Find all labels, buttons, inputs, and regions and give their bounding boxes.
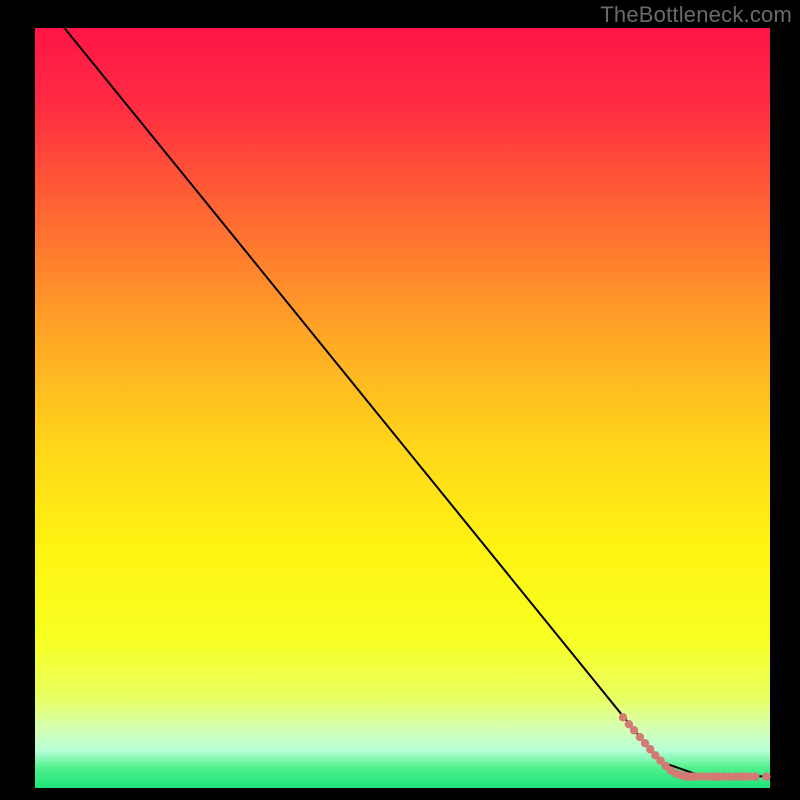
chart-frame: TheBottleneck.com [0,0,800,800]
scatter-point [762,772,770,780]
chart-svg [0,0,800,800]
scatter-point [751,772,759,780]
scatter-point [619,713,627,721]
watermark-text: TheBottleneck.com [600,2,792,28]
scatter-point [630,726,638,734]
plot-background [35,28,770,788]
